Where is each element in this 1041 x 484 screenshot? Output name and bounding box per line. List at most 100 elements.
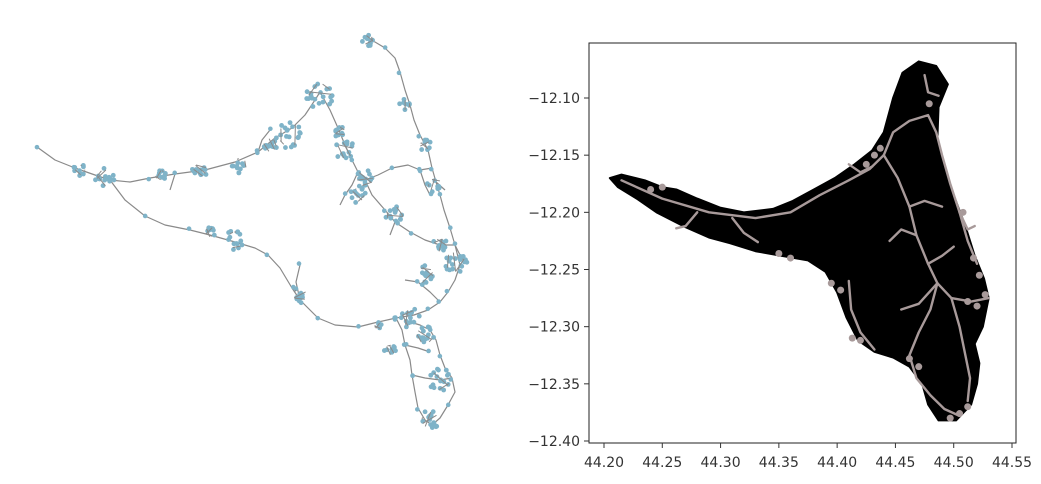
graph-node [388, 215, 394, 221]
graph-edge [96, 175, 106, 187]
graph-node [457, 257, 463, 262]
graph-node [288, 144, 294, 150]
settlement-mark [973, 302, 981, 310]
graph-edge [424, 411, 432, 427]
graph-node [410, 373, 415, 378]
graph-node [229, 163, 235, 169]
graph-node [396, 70, 402, 76]
graph-node [77, 168, 82, 174]
graph-edge [396, 206, 404, 217]
graph-node [426, 145, 432, 151]
graph-node [348, 153, 354, 159]
graph-node [457, 253, 463, 259]
graph-node [264, 252, 270, 258]
graph-node [334, 127, 340, 133]
graph-node [436, 367, 441, 373]
x-tick-label: 44.35 [759, 455, 799, 471]
graph-edge [161, 170, 164, 172]
graph-node [77, 173, 83, 178]
graph-edge [268, 138, 275, 150]
graph-node [436, 185, 442, 191]
graph-node [391, 344, 397, 349]
settlement-mark [827, 279, 835, 287]
graph-edge [36, 91, 321, 183]
graph-node [427, 139, 433, 145]
graph-edge [293, 289, 297, 293]
graph-edge [229, 231, 234, 235]
graph-edge [109, 179, 397, 328]
graph-node [239, 242, 245, 248]
graph-node [382, 45, 388, 50]
graph-edge [430, 178, 436, 191]
graph-edge [339, 171, 359, 206]
graph-edge [431, 178, 441, 182]
graph-node [157, 168, 163, 174]
graph-node [403, 341, 409, 347]
graph-edge [402, 314, 409, 326]
graph-node [101, 165, 107, 171]
graph-edge [411, 374, 453, 381]
graph-edge [364, 37, 461, 319]
road-line [731, 216, 760, 244]
graph-node [279, 123, 284, 128]
graph-node [448, 377, 454, 382]
y-tick-label: −12.20 [528, 205, 580, 221]
graph-node [339, 125, 345, 130]
graph-node [425, 306, 431, 312]
graph-node [429, 273, 435, 279]
graph-node [447, 267, 453, 273]
graph-node [142, 213, 148, 219]
graph-node [211, 232, 217, 238]
road-line [620, 153, 885, 220]
road-line [888, 228, 918, 243]
graph-edge [362, 181, 372, 186]
x-tick-label: 44.20 [584, 455, 624, 471]
graph-node [444, 288, 450, 294]
settlement-mark [787, 254, 795, 262]
graph-node [443, 238, 449, 244]
graph-node [236, 170, 242, 176]
graph-node [411, 319, 417, 325]
graph-edge [273, 139, 277, 147]
graph-node [412, 306, 418, 312]
settlement-mark [970, 254, 978, 262]
x-tick-label: 44.25 [642, 455, 682, 471]
graph-edge [386, 346, 391, 355]
graph-node [422, 409, 428, 415]
graph-edge [422, 414, 437, 424]
graph-node [304, 89, 310, 95]
graph-edge [342, 142, 351, 157]
graph-node [206, 225, 212, 231]
settlement-mark [975, 271, 983, 279]
graph-node [285, 127, 290, 133]
graph-edge [263, 143, 270, 152]
graph-node [162, 176, 168, 181]
graph-node [431, 239, 437, 244]
settlement-mark [964, 298, 972, 306]
graph-node [448, 225, 453, 231]
graph-node [464, 259, 470, 265]
graph-edge [155, 175, 161, 181]
graph-node [443, 367, 449, 373]
graph-node [419, 270, 425, 276]
graph-node [310, 104, 316, 109]
graph-node [34, 144, 40, 150]
y-axis-ticks: −12.10 −12.15 −12.20 −12.25 −12.30 −12.35 −12.… [528, 91, 589, 450]
graph-edge [438, 238, 443, 252]
settlement-mark [848, 334, 856, 342]
graph-edge [338, 144, 353, 149]
graph-node [397, 216, 403, 222]
road-line [908, 199, 944, 208]
graph-node [102, 177, 108, 183]
graph-edge [352, 191, 363, 201]
graph-node [448, 255, 454, 261]
graph-edge [357, 177, 374, 181]
graph-node [287, 120, 293, 126]
road-line [882, 113, 979, 265]
graph-node [389, 165, 395, 171]
graph-node [266, 143, 272, 149]
graph-edge [279, 140, 285, 145]
graph-node [320, 94, 326, 100]
graph-edge [452, 252, 457, 272]
graph-edge [371, 36, 374, 42]
